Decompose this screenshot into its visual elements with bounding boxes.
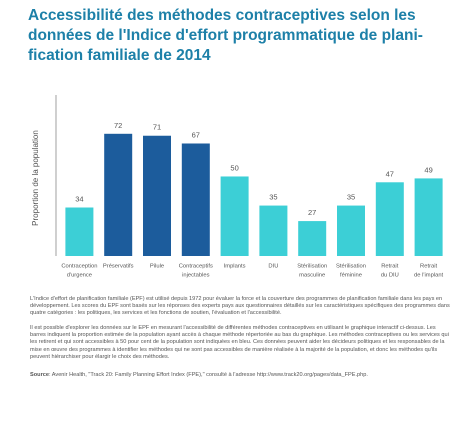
value-label: 72	[114, 121, 122, 130]
bar	[181, 143, 210, 256]
source: Source: Avenir Health, "Track 20: Family…	[30, 372, 450, 379]
bar	[143, 135, 171, 256]
bar	[65, 207, 94, 256]
x-tick-label: Pilule	[150, 264, 164, 270]
value-label: 47	[386, 169, 394, 178]
value-label: 71	[153, 123, 161, 132]
note: Il est possible d'explorer les données s…	[30, 325, 449, 360]
chart: Accessibilité des méthodes contraceptive…	[28, 7, 444, 279]
bar	[220, 176, 249, 256]
value-label: 27	[308, 208, 316, 217]
note: L'Indice d'effort de planification famil…	[30, 296, 450, 317]
x-tick-label: masculine	[299, 273, 325, 279]
x-tick-label: Retrait	[381, 264, 398, 270]
x-tick-label: de l'implant	[414, 273, 444, 279]
x-tick-label: Retrait	[420, 264, 437, 270]
x-tick-label: féminine	[340, 273, 362, 279]
x-tick-label: Contraceptifs	[179, 264, 213, 270]
bar	[259, 205, 288, 256]
x-tick-label: du DIU	[381, 273, 399, 279]
x-tick-label: Stérilisation	[336, 264, 366, 270]
value-label: 67	[192, 130, 200, 139]
bar	[104, 133, 133, 256]
bar	[298, 221, 327, 256]
x-tick-label: Stérilisation	[297, 264, 327, 270]
value-label: 35	[269, 193, 277, 202]
x-tick-label: Implants	[224, 264, 246, 270]
value-label: 49	[424, 165, 432, 174]
bar	[414, 178, 443, 256]
bar	[337, 205, 365, 256]
x-tick-label: injectables	[182, 273, 209, 279]
x-tick-label: DIU	[268, 264, 278, 270]
title-line: Accessibilité des méthodes contraceptive…	[28, 7, 416, 24]
source-label: Source	[30, 372, 49, 378]
x-tick-label: d'urgence	[67, 273, 92, 279]
x-tick-label: Préservatifs	[103, 264, 134, 270]
title-line: fication familiale de 2014	[28, 47, 211, 64]
bar	[375, 182, 404, 256]
title-line: données de l'Indice d'effort programmati…	[28, 27, 423, 44]
source-text: : Avenir Health, "Track 20: Family Plann…	[48, 372, 368, 378]
value-label: 34	[75, 194, 83, 203]
y-axis-label: Proportion de la population	[31, 130, 40, 226]
value-label: 35	[347, 193, 355, 202]
x-tick-label: Contraception	[61, 264, 97, 270]
value-label: 50	[230, 163, 238, 172]
